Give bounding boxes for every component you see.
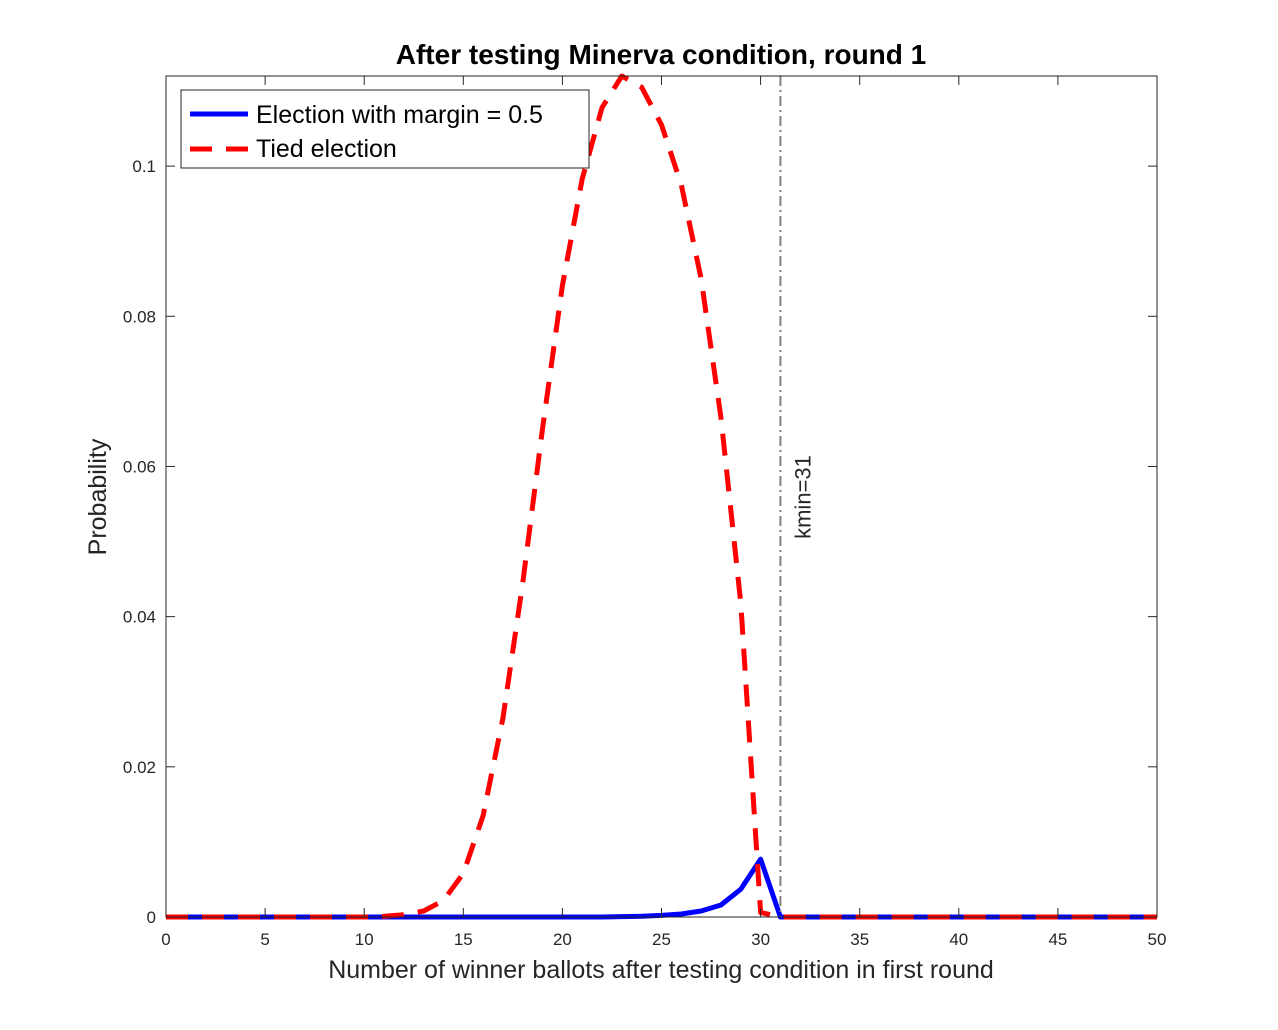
x-tick-label: 15 — [454, 930, 473, 949]
y-tick-label: 0.04 — [123, 608, 156, 627]
plot-area — [166, 76, 1157, 917]
legend-box — [180, 89, 590, 169]
y-tick-label: 0.1 — [132, 157, 156, 176]
x-tick-label: 5 — [260, 930, 269, 949]
x-tick-label: 40 — [949, 930, 968, 949]
y-tick-label: 0 — [147, 908, 156, 927]
x-tick-label: 20 — [553, 930, 572, 949]
reference-line-layer: kmin=31 — [779, 76, 815, 917]
x-axis-label: Number of winner ballots after testing c… — [328, 956, 994, 984]
legend-label-tied-election: Tied election — [256, 135, 397, 163]
y-axis-label: Probability — [84, 438, 112, 555]
legend-label-margin-election: Election with margin = 0.5 — [256, 101, 543, 129]
x-tick-label: 45 — [1048, 930, 1067, 949]
kmin-annotation: kmin=31 — [790, 455, 815, 539]
x-tick-label: 35 — [850, 930, 869, 949]
x-tick-label: 0 — [161, 930, 170, 949]
x-tick-label: 25 — [652, 930, 671, 949]
x-tick-label: 30 — [751, 930, 770, 949]
y-tick-label: 0.02 — [123, 758, 156, 777]
legend: Election with margin = 0.5 Tied election — [180, 89, 590, 169]
y-tick-label: 0.08 — [123, 307, 156, 326]
tick-layer: 0 5 10 15 20 25 30 35 40 45 50 0 0.02 0.04 0.06 0.08 0.1 — [123, 76, 1167, 949]
chart-title: After testing Minerva condition, round 1 — [396, 39, 926, 70]
x-tick-label: 50 — [1148, 930, 1167, 949]
y-tick-label: 0.06 — [123, 457, 156, 476]
x-tick-label: 10 — [355, 930, 374, 949]
